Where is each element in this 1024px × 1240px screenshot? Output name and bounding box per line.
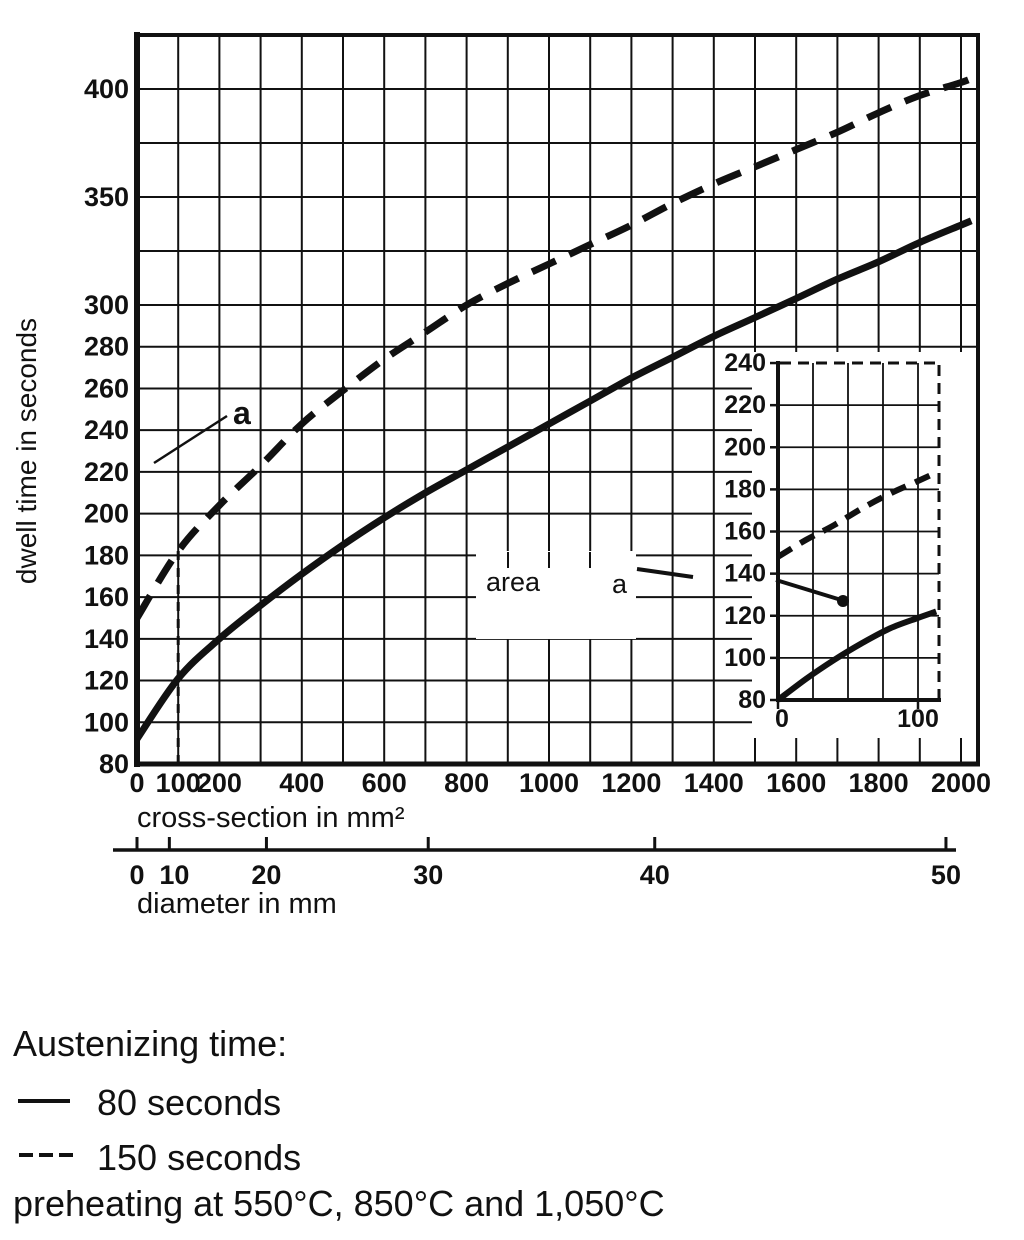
- x-tick-label: 100: [156, 768, 201, 798]
- y-tick-label: 240: [84, 415, 129, 445]
- y-tick-label: 140: [84, 624, 129, 654]
- y-tick-label: 80: [99, 749, 129, 779]
- inset-y-tick-label: 180: [724, 475, 766, 503]
- y-tick-label: 260: [84, 373, 129, 403]
- inset-y-tick-label: 160: [724, 518, 766, 546]
- area-a-leader-outer: [636, 567, 694, 579]
- inset-y-tick-label: 240: [724, 349, 766, 377]
- diameter-tick-label: 40: [640, 860, 670, 890]
- curve-label-leader: [153, 414, 228, 465]
- y-axis-title: dwell time in seconds: [11, 318, 42, 584]
- x-tick-label: 2000: [931, 768, 991, 798]
- y-tick-label: 220: [84, 457, 129, 487]
- area-label-letter: a: [612, 569, 628, 599]
- area-a-leader-inner: [775, 578, 839, 601]
- area-a-leader-dot: [837, 595, 849, 607]
- diameter-tick-label: 10: [159, 860, 189, 890]
- y-tick-label: 200: [84, 499, 129, 529]
- x-tick-label: 1800: [849, 768, 909, 798]
- area-a-label-mask: [476, 551, 636, 639]
- legend-label-80s: 80 seconds: [97, 1082, 282, 1123]
- inset-80s-curve: [776, 608, 938, 703]
- inset-y-tick-label: 80: [738, 686, 766, 714]
- diameter-tick-label: 50: [931, 860, 961, 890]
- legend-note: preheating at 550°C, 850°C and 1,050°C: [13, 1183, 665, 1224]
- legend-label-150s: 150 seconds: [97, 1137, 302, 1178]
- series-80s-curve: [134, 217, 973, 741]
- inset-y-tick-label: 140: [724, 560, 766, 588]
- x-tick-label: 0: [129, 768, 144, 798]
- inset-x-tick-label: 0: [775, 705, 789, 733]
- x-tick-label: 1600: [766, 768, 826, 798]
- y-tick-label: 180: [84, 540, 129, 570]
- x-tick-label: 800: [444, 768, 489, 798]
- legend-heading: Austenizing time:: [13, 1023, 288, 1064]
- y-tick-label: 350: [84, 182, 129, 212]
- inset-y-tick-label: 100: [724, 644, 766, 672]
- inset-y-tick-label: 120: [724, 602, 766, 630]
- x-tick-label: 1000: [519, 768, 579, 798]
- inset-y-tick-label: 200: [724, 433, 766, 461]
- x-axis-title: cross-section in mm²: [137, 802, 405, 834]
- inset-y-tick-label: 220: [724, 391, 766, 419]
- area-label-word: area: [486, 567, 541, 597]
- x-tick-label: 1400: [684, 768, 744, 798]
- x-tick-label: 600: [362, 768, 407, 798]
- x-tick-label: 400: [279, 768, 324, 798]
- y-tick-label: 280: [84, 332, 129, 362]
- diameter-tick-label: 20: [251, 860, 281, 890]
- y-tick-label: 160: [84, 582, 129, 612]
- diameter-tick-label: 30: [413, 860, 443, 890]
- series-150s-curve: [134, 72, 979, 620]
- y-tick-label: 400: [84, 74, 129, 104]
- x-tick-label: 200: [197, 768, 242, 798]
- inset-mask: [752, 352, 977, 738]
- diameter-axis-title: diameter in mm: [137, 888, 337, 920]
- y-tick-label: 120: [84, 666, 129, 696]
- inset-x-tick-label: 100: [897, 705, 939, 733]
- x-tick-label: 1200: [601, 768, 661, 798]
- y-tick-label: 300: [84, 290, 129, 320]
- dashed-curve-label-a: a: [233, 395, 251, 431]
- solid-line-swatch: [18, 1099, 70, 1103]
- y-tick-label: 100: [84, 707, 129, 737]
- inset-150s-curve: [776, 469, 938, 560]
- dashed-line-swatch: [19, 1153, 73, 1157]
- diameter-tick-label: 0: [129, 860, 144, 890]
